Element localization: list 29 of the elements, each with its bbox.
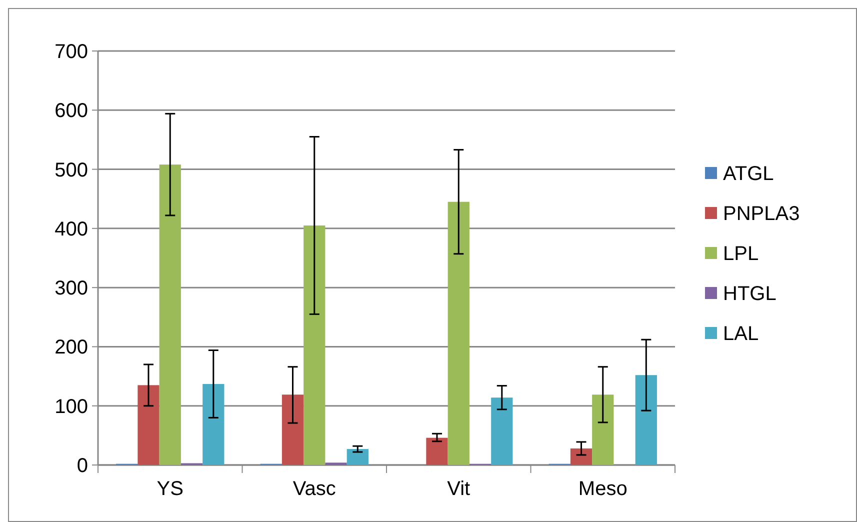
x-tick-label: YS	[156, 478, 184, 500]
y-tick-label: 100	[54, 396, 88, 418]
bar	[426, 438, 448, 465]
legend-label: LPL	[723, 243, 759, 265]
x-tick-label: Vit	[447, 478, 471, 500]
legend-label: LAL	[723, 323, 759, 345]
bar	[202, 384, 224, 465]
bar	[448, 202, 470, 465]
bar	[491, 398, 513, 465]
bar	[635, 375, 657, 465]
legend-label: HTGL	[723, 283, 776, 305]
bar	[304, 225, 326, 465]
bar	[570, 448, 592, 465]
x-tick-label: Vasc	[292, 478, 336, 500]
bar	[138, 385, 160, 465]
bar	[592, 394, 614, 465]
legend-label: ATGL	[723, 163, 774, 185]
bar	[346, 449, 368, 465]
y-tick-label: 700	[54, 41, 88, 63]
y-tick-label: 0	[76, 455, 88, 477]
legend-label: PNPLA3	[723, 203, 800, 225]
bar	[282, 394, 304, 465]
y-tick-label: 600	[54, 100, 88, 122]
bar	[159, 164, 181, 465]
y-tick-label: 200	[54, 336, 88, 359]
y-tick-label: 500	[54, 159, 88, 182]
y-tick-label: 400	[54, 218, 88, 240]
y-tick-label: 300	[54, 278, 88, 300]
x-tick-label: Meso	[578, 478, 628, 500]
